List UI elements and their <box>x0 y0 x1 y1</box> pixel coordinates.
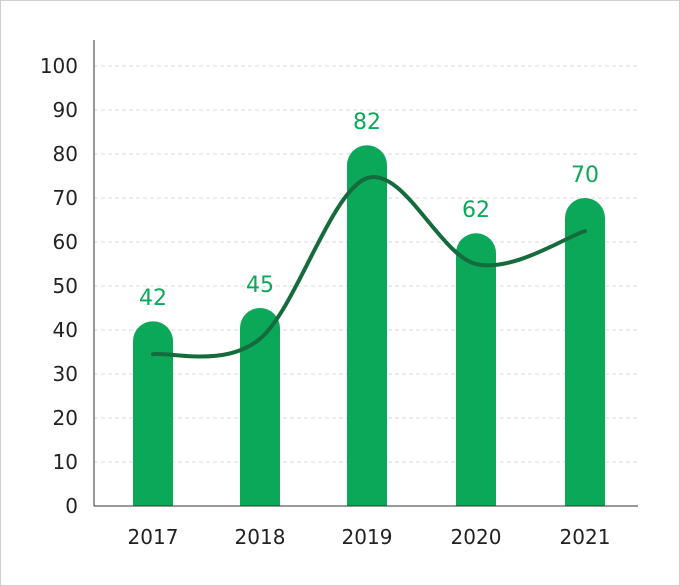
data-label-2018: 45 <box>246 273 274 298</box>
y-tick-label: 40 <box>53 318 78 342</box>
x-tick-labels: 2017 2018 2019 2020 2021 <box>128 525 611 549</box>
x-tick-label-2018: 2018 <box>235 525 286 549</box>
data-label-2017: 42 <box>139 286 167 311</box>
bar-2017 <box>133 321 173 506</box>
data-label-2021: 70 <box>571 163 599 188</box>
y-tick-label: 0 <box>65 494 78 518</box>
y-tick-label: 50 <box>53 274 78 298</box>
y-tick-labels: 0 10 20 30 40 50 60 70 80 90 100 <box>40 54 78 518</box>
y-tick-label: 10 <box>53 450 78 474</box>
y-tick-label: 20 <box>53 406 78 430</box>
data-label-2020: 62 <box>462 198 490 223</box>
x-tick-label-2020: 2020 <box>451 525 502 549</box>
y-tick-label: 80 <box>53 142 78 166</box>
y-tick-label: 100 <box>40 54 78 78</box>
x-tick-label-2017: 2017 <box>128 525 179 549</box>
y-tick-label: 60 <box>53 230 78 254</box>
x-tick-label-2019: 2019 <box>342 525 393 549</box>
trend-line <box>151 175 587 359</box>
bar-2018 <box>240 308 280 506</box>
bar-2020 <box>456 233 496 506</box>
trend-line-group <box>151 175 587 359</box>
axes <box>93 40 638 507</box>
bar-2019 <box>347 145 387 506</box>
data-label-2019: 82 <box>353 110 381 135</box>
y-tick-label: 90 <box>53 98 78 122</box>
data-labels: 42 45 82 62 70 <box>139 110 599 311</box>
x-tick-label-2021: 2021 <box>560 525 611 549</box>
bar-2021 <box>565 198 605 506</box>
y-tick-label: 30 <box>53 362 78 386</box>
bars <box>133 145 605 506</box>
y-tick-label: 70 <box>53 186 78 210</box>
